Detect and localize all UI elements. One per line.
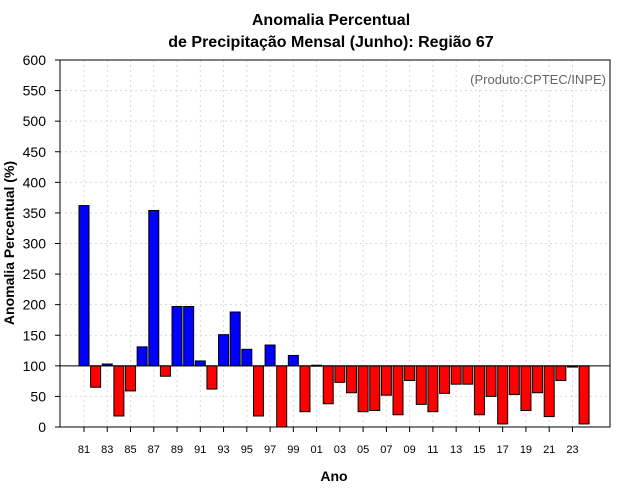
x-tick-label: 01 <box>310 444 322 456</box>
bar-2016 <box>485 365 497 397</box>
x-tick-label: 19 <box>520 444 532 456</box>
y-tick-label: 350 <box>23 205 47 221</box>
x-tick-label: 83 <box>101 444 113 456</box>
x-axis: 81 83 85 87 89 91 93 95 97 99 01 03 05 07 09 11 13 15 17 19… <box>78 427 579 456</box>
bar-2021 <box>543 365 555 418</box>
bar-2019 <box>520 365 532 411</box>
bar-2003 <box>334 365 346 383</box>
x-tick-label: 21 <box>543 444 555 456</box>
y-tick-label: 600 <box>23 52 47 68</box>
bar-2010 <box>415 365 427 405</box>
x-tick-label: 85 <box>124 444 136 456</box>
x-tick-label: 95 <box>241 444 253 456</box>
y-tick-label: 0 <box>38 419 46 435</box>
bar-1982 <box>90 365 102 388</box>
y-tick-label: 250 <box>23 266 47 282</box>
bars <box>78 205 590 428</box>
y-tick-label: 400 <box>23 174 47 190</box>
bar-1987 <box>148 209 160 367</box>
y-axis-label: Anomalia Percentual (%) <box>1 161 17 325</box>
x-tick-label: 15 <box>473 444 485 456</box>
bar-1997 <box>264 344 276 367</box>
x-tick-label: 23 <box>566 444 578 456</box>
chart-title-line-1: Anomalia Percentual <box>252 12 410 29</box>
bar-2020 <box>532 365 544 394</box>
bar-2009 <box>404 365 416 382</box>
bar-1989 <box>171 306 183 367</box>
bar-1992 <box>206 365 218 390</box>
bar-2015 <box>473 365 485 416</box>
bar-2014 <box>462 365 474 385</box>
y-tick-label: 450 <box>23 144 47 160</box>
bar-1984 <box>113 365 125 417</box>
y-tick-label: 150 <box>23 327 47 343</box>
y-tick-label: 50 <box>30 388 46 404</box>
y-tick-label: 200 <box>23 297 47 313</box>
bar-1993 <box>218 334 230 367</box>
bar-2011 <box>427 365 439 413</box>
x-tick-label: 03 <box>334 444 346 456</box>
bar-2022 <box>555 365 567 382</box>
bar-2004 <box>345 365 357 394</box>
x-tick-label: 05 <box>357 444 369 456</box>
bar-2008 <box>392 365 404 416</box>
bar-1981 <box>78 205 90 367</box>
chart-title-line-2: de Precipitação Mensal (Junho): Região 6… <box>168 34 494 51</box>
bar-1990 <box>183 306 195 367</box>
x-tick-label: 97 <box>264 444 276 456</box>
x-tick-label: 17 <box>497 444 509 456</box>
y-axis: 0 50 100 150 200 250 300 350 400 450 500 550 600 <box>23 52 60 435</box>
y-tick-label: 500 <box>23 113 47 129</box>
bar-2013 <box>450 365 462 385</box>
x-tick-label: 13 <box>450 444 462 456</box>
bar-1996 <box>252 365 264 417</box>
x-tick-label: 89 <box>171 444 183 456</box>
bar-1995 <box>241 348 253 367</box>
bar-1998 <box>276 365 288 428</box>
y-tick-label: 300 <box>23 236 47 252</box>
bar-1985 <box>125 365 137 392</box>
bar-2002 <box>322 365 334 405</box>
x-tick-label: 91 <box>194 444 206 456</box>
y-tick-label: 100 <box>23 358 47 374</box>
x-tick-label: 07 <box>380 444 392 456</box>
y-tick-label: 550 <box>23 83 47 99</box>
bar-1999 <box>287 354 299 367</box>
bar-2012 <box>439 365 451 394</box>
x-tick-label: 99 <box>287 444 299 456</box>
bar-1994 <box>229 311 241 367</box>
x-tick-label: 09 <box>404 444 416 456</box>
bar-2018 <box>508 365 520 396</box>
x-axis-label: Ano <box>320 468 347 484</box>
bar-2006 <box>369 365 381 411</box>
x-tick-label: 93 <box>217 444 229 456</box>
bar-1991 <box>194 360 206 367</box>
x-tick-label: 87 <box>148 444 160 456</box>
credit-text: (Produto:CPTEC/INPE) <box>470 72 606 87</box>
x-tick-label: 11 <box>427 444 438 456</box>
bar-2005 <box>357 365 369 413</box>
bar-2000 <box>299 365 311 413</box>
bar-1986 <box>136 346 148 367</box>
bar-2017 <box>497 365 509 425</box>
bar-1988 <box>159 365 171 377</box>
bar-2024 <box>578 365 590 425</box>
x-tick-label: 81 <box>78 444 90 456</box>
bar-2007 <box>380 365 392 396</box>
